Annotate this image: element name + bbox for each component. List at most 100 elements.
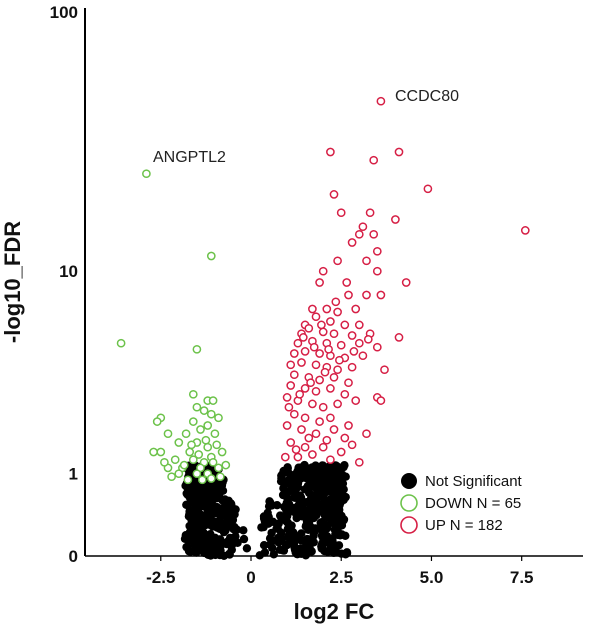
point-down — [149, 447, 158, 457]
point-up — [329, 425, 339, 434]
point-not-significant — [309, 526, 319, 536]
y-axis-title: -log10_FDR — [0, 221, 25, 343]
point-up — [336, 447, 346, 457]
point-up — [304, 323, 314, 333]
point-up — [324, 344, 333, 354]
point-up — [347, 440, 357, 450]
point-not-significant — [326, 543, 335, 553]
point-down — [170, 455, 180, 465]
point-up — [329, 372, 339, 382]
y-tick-label: 100 — [50, 3, 78, 22]
point-not-significant — [227, 514, 236, 524]
point-not-significant — [286, 530, 296, 539]
point-not-significant — [297, 512, 307, 521]
point-not-significant — [260, 517, 270, 526]
point-up — [298, 333, 308, 342]
point-up — [336, 340, 346, 350]
point-not-significant — [302, 474, 312, 483]
point-up — [376, 396, 386, 405]
point-up — [344, 290, 353, 300]
legend-label-up: UP N = 182 — [425, 517, 503, 534]
point-up — [369, 155, 379, 165]
point-up — [344, 378, 353, 388]
point-up — [391, 215, 400, 224]
point-not-significant — [219, 503, 229, 512]
point-not-significant — [239, 526, 248, 535]
point-not-significant — [278, 490, 288, 500]
point-up — [372, 342, 382, 352]
point-up — [295, 389, 305, 399]
point-up — [372, 246, 382, 256]
point-up — [347, 238, 357, 247]
point-up — [286, 381, 296, 390]
point-up — [280, 452, 290, 462]
point-not-significant — [317, 544, 326, 553]
point-not-significant — [317, 473, 327, 483]
point-not-significant — [337, 530, 347, 539]
point-not-significant — [191, 525, 201, 535]
point-up — [349, 347, 359, 356]
point-up — [333, 256, 342, 266]
point-not-significant — [272, 501, 282, 510]
point-not-significant — [311, 461, 320, 470]
point-not-significant — [230, 522, 239, 532]
point-not-significant — [342, 548, 352, 557]
point-not-significant — [328, 536, 337, 545]
point-up — [380, 365, 389, 375]
point-not-significant — [214, 484, 223, 493]
point-up — [333, 399, 342, 409]
point-not-significant — [259, 541, 269, 550]
point-up — [318, 266, 328, 276]
point-not-significant — [324, 512, 334, 522]
point-up — [304, 433, 314, 443]
point-not-significant — [233, 538, 242, 547]
point-up — [344, 421, 353, 430]
point-not-significant — [301, 465, 310, 474]
point-not-significant — [281, 541, 291, 550]
point-not-significant — [209, 545, 219, 554]
point-not-significant — [221, 539, 230, 548]
point-down — [203, 421, 213, 430]
point-not-significant — [260, 548, 270, 557]
point-down — [221, 460, 231, 470]
point-not-significant — [337, 513, 347, 523]
point-down — [160, 457, 169, 467]
x-tick-label: -2.5 — [146, 568, 175, 587]
point-up — [289, 349, 299, 358]
point-not-significant — [183, 490, 192, 499]
point-up — [351, 396, 361, 405]
point-down — [214, 463, 223, 473]
point-down — [192, 344, 202, 354]
point-up — [293, 452, 303, 462]
point-down — [208, 457, 218, 467]
point-not-significant — [194, 497, 203, 506]
point-up — [322, 304, 332, 314]
point-up — [362, 256, 371, 266]
point-not-significant — [325, 473, 334, 482]
point-not-significant — [332, 462, 341, 471]
point-up — [311, 429, 321, 439]
point-down — [206, 251, 216, 261]
point-up — [311, 312, 321, 322]
point-down — [203, 442, 213, 452]
x-tick-label: 2.5 — [329, 568, 353, 587]
annotation-angptl2: ANGPTL2 — [153, 149, 226, 166]
point-not-significant — [304, 487, 313, 496]
point-down — [185, 447, 195, 457]
point-down — [174, 438, 184, 447]
point-down — [156, 447, 166, 457]
point-not-significant — [294, 532, 303, 541]
point-up — [326, 317, 335, 326]
point-not-significant — [265, 534, 275, 543]
point-up — [297, 425, 306, 434]
point-down — [194, 450, 204, 459]
point-down — [187, 440, 196, 450]
point-up — [293, 338, 303, 348]
point-not-significant — [294, 502, 304, 511]
point-up — [335, 355, 344, 365]
point-up — [289, 370, 299, 380]
point-down — [217, 447, 227, 457]
legend-label-not-significant: Not Significant — [425, 473, 523, 490]
legend: Not Significant DOWN N = 65 UP N = 182 — [400, 473, 523, 534]
point-up — [300, 384, 310, 393]
